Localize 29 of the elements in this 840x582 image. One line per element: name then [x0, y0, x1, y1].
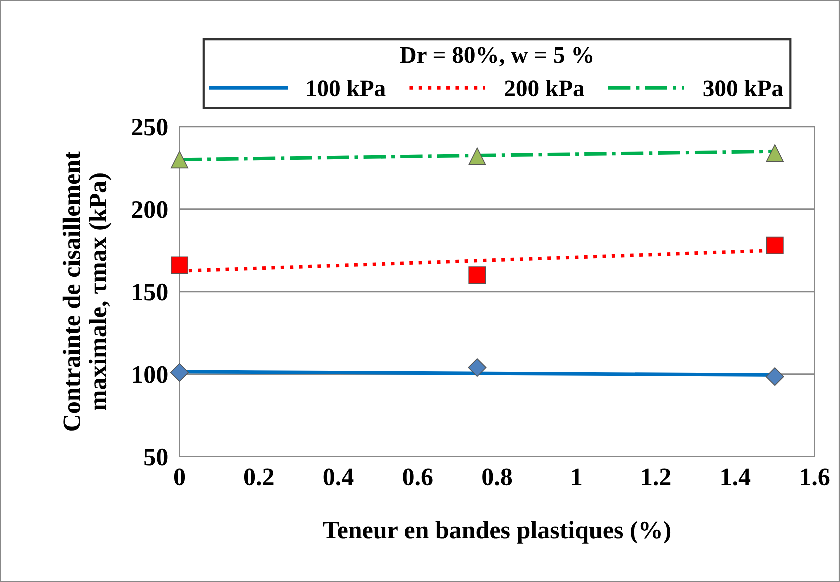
point: [170, 363, 190, 382]
y-tick-label: 200: [132, 201, 168, 218]
legend-title: Dr = 80%, w = 5 %: [400, 47, 593, 67]
point: [468, 148, 486, 166]
x-tick-label: 0.8: [482, 468, 512, 486]
x-tick-label: 0.2: [244, 468, 274, 486]
y-tick-label: 50: [144, 448, 168, 466]
x-tick-label: 1: [572, 468, 582, 486]
point: [766, 144, 784, 162]
y-tick-label: 250: [132, 118, 168, 136]
point: [468, 266, 486, 284]
x-tick-label: 1.4: [722, 468, 751, 486]
y-tick-label: 150: [133, 284, 168, 301]
x-tick-label: 0.4: [324, 468, 354, 486]
y-tick-label: 100: [133, 366, 168, 384]
x-tick-label: 0: [174, 468, 186, 486]
legend-label: 100 kPa: [307, 80, 386, 97]
x-tick-label: 1.6: [801, 468, 830, 486]
point: [171, 256, 189, 274]
point: [766, 236, 784, 254]
x-tick-label: 1.2: [642, 468, 671, 486]
point: [766, 368, 784, 386]
point: [468, 358, 487, 378]
x-tick-label: 0.6: [403, 468, 433, 486]
x-axis-title: Teneur en bandes plastiques (%): [323, 521, 671, 544]
legend-label: 300 kPa: [704, 80, 784, 97]
legend-label: 200 kPa: [505, 80, 584, 97]
point: [171, 151, 189, 169]
y-axis-title: Contrainte de cisaillement maximale, τmax (kPa): [62, 152, 112, 431]
